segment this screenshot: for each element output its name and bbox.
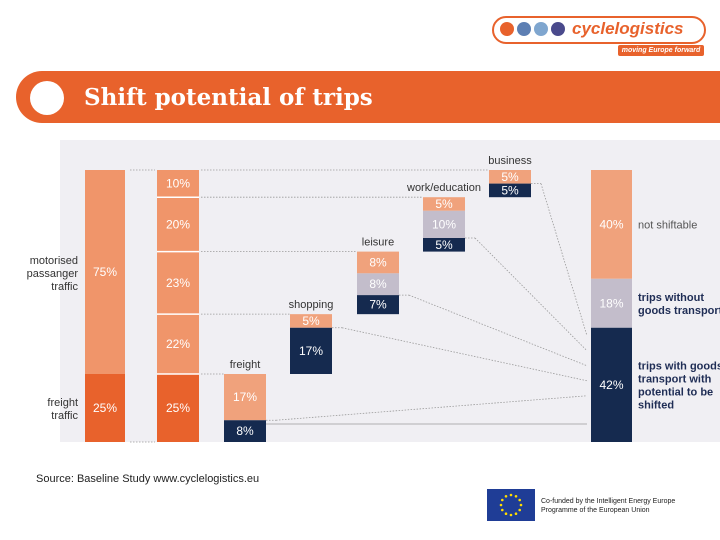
result-bar-segment-label: 18% xyxy=(599,296,623,310)
category-bar-segment-label: 17% xyxy=(233,390,257,404)
total-bar-segment xyxy=(85,374,125,442)
breakdown-bar-segment-label: 22% xyxy=(166,337,190,351)
category-bar-segment-label: 17% xyxy=(299,344,323,358)
result-bar-segment xyxy=(591,327,632,442)
breakdown-bar-segment-label: 20% xyxy=(166,217,190,231)
category-bar-segment xyxy=(423,197,465,211)
breakdown-bar-segment xyxy=(157,314,199,374)
result-bar-category-label: trips with goods xyxy=(638,360,720,372)
category-bar-segment-label: 8% xyxy=(369,255,387,269)
result-bar-category-label: shifted xyxy=(638,399,674,411)
connector-line xyxy=(540,183,588,336)
category-bar-segment xyxy=(489,183,531,198)
category-bar-segment-label: 5% xyxy=(435,197,453,211)
result-bar-segment-label: 42% xyxy=(599,378,623,392)
shift-potential-chart: 75%motorisedpassangertraffic25%freighttr… xyxy=(27,140,720,443)
breakdown-bar-segment xyxy=(157,374,199,442)
category-bar-segment xyxy=(224,420,266,442)
result-bar-category-label: goods transport xyxy=(638,305,720,317)
category-bar-segment xyxy=(423,210,465,238)
funding-note: Co-funded by the Intelligent Energy Euro… xyxy=(541,497,675,515)
category-bar-segment xyxy=(357,295,399,315)
category-bar-segment-label: 5% xyxy=(501,183,519,197)
breakdown-bar-segment-label: 25% xyxy=(166,401,190,415)
category-label: shopping xyxy=(289,299,334,311)
category-bar-segment-label: 8% xyxy=(236,424,254,438)
result-bar-category-label: potential to be xyxy=(638,386,713,398)
breakdown-bar-segment xyxy=(157,170,199,198)
category-label: business xyxy=(488,155,532,167)
category-bar-segment-label: 5% xyxy=(435,238,453,252)
page-title: Shift potential of trips xyxy=(84,84,373,111)
category-bar-segment-label: 5% xyxy=(302,314,320,328)
funding-line: Co-funded by the Intelligent Energy Euro… xyxy=(541,498,676,505)
category-bar-segment xyxy=(290,314,332,328)
category-label: freight xyxy=(230,359,261,371)
breakdown-bar-segment-label: 10% xyxy=(166,177,190,191)
category-bar-segment-label: 7% xyxy=(369,298,387,312)
logo-dot-icon xyxy=(517,22,531,36)
category-bar-segment xyxy=(357,273,399,296)
banner-circle-icon xyxy=(30,81,64,115)
logo-tagline: moving Europe forward xyxy=(618,45,704,56)
eu-flag-icon xyxy=(487,489,535,521)
total-bar-category-label: traffic xyxy=(51,410,78,422)
category-bar-segment xyxy=(290,327,332,374)
category-bar-segment xyxy=(224,374,266,421)
title-banner xyxy=(16,71,720,123)
category-bar-segment xyxy=(357,251,399,274)
category-bar-segment xyxy=(423,238,465,252)
total-bar-segment-label: 25% xyxy=(93,401,117,415)
category-bar-segment xyxy=(489,170,531,184)
total-bar-category-label: freight xyxy=(47,397,78,409)
result-bar-segment-label: 40% xyxy=(599,217,623,231)
category-label: work/education xyxy=(406,182,481,194)
result-bar-category-label: transport with xyxy=(638,373,712,385)
total-bar-category-label: passanger xyxy=(27,268,79,280)
category-label: leisure xyxy=(362,237,394,249)
connector-line xyxy=(474,237,588,352)
connector-line xyxy=(275,395,588,421)
breakdown-bar-segment xyxy=(157,251,199,315)
total-bar-category-label: traffic xyxy=(51,281,78,293)
logo-wordmark: cyclelogistics xyxy=(572,19,684,38)
funding-line: Programme of the European Union xyxy=(541,507,650,514)
category-bar-segment-label: 8% xyxy=(369,277,387,291)
total-bar-category-label: motorised xyxy=(30,255,78,267)
logo-dot-icon xyxy=(500,22,514,36)
cyclelogistics-logo: cyclelogistics moving Europe forward xyxy=(492,16,706,56)
category-bar-segment-label: 10% xyxy=(432,217,456,231)
connector-line xyxy=(408,294,588,367)
result-bar-category-label: not shiftable xyxy=(638,219,697,231)
result-bar-category-label: trips without xyxy=(638,292,704,304)
breakdown-bar-segment-label: 23% xyxy=(166,276,190,290)
total-bar-segment xyxy=(85,170,125,374)
total-bar-segment-label: 75% xyxy=(93,265,117,279)
source-note: Source: Baseline Study www.cyclelogistic… xyxy=(36,473,260,485)
result-bar-segment xyxy=(591,278,632,328)
breakdown-bar-segment xyxy=(157,197,199,252)
result-bar-segment xyxy=(591,170,632,279)
category-bar-segment-label: 5% xyxy=(501,170,519,184)
logo-dot-icon xyxy=(551,22,565,36)
logo-dot-icon xyxy=(534,22,548,36)
